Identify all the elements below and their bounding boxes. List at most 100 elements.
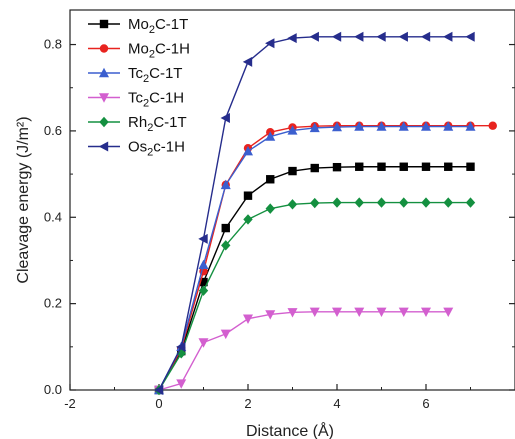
data-point: [443, 307, 454, 318]
data-point: [398, 121, 409, 131]
data-point: [265, 310, 276, 320]
data-point: [243, 214, 253, 225]
series-4: [154, 197, 476, 396]
data-point: [287, 33, 297, 44]
legend-marker: [99, 67, 109, 78]
series-line: [158, 311, 449, 391]
data-point: [265, 38, 275, 49]
data-point: [332, 121, 342, 132]
data-point: [465, 121, 476, 131]
data-point: [198, 259, 209, 269]
data-point: [243, 146, 253, 156]
data-point: [376, 121, 387, 131]
data-point: [265, 203, 275, 214]
axis-ticks: -2 0 2 4 6 0.0 0.2 0.4 0.6 0.8: [44, 37, 515, 411]
legend-label-subscript: 2: [149, 24, 155, 36]
data-point: [198, 233, 208, 244]
data-point: [153, 385, 164, 395]
data-point: [221, 240, 231, 251]
y-axis-title: Cleavage energy (J/m²): [15, 116, 32, 283]
data-point: [309, 122, 320, 133]
data-point: [421, 162, 431, 171]
legend: Mo2C-1TMo2C-1HTc2C-1TTc2C-1HRh2C-1TOs2c-…: [88, 16, 190, 159]
data-point: [465, 197, 476, 208]
legend-label-suffix: c-1H: [153, 139, 185, 156]
legend-label: Tc2C-1T: [128, 65, 182, 85]
legend-item: Rh2C-1T: [88, 114, 187, 134]
legend-label-subscript: 2: [147, 122, 153, 134]
data-point: [221, 223, 230, 233]
data-point: [242, 56, 253, 67]
data-point: [376, 307, 387, 318]
data-point: [399, 197, 409, 208]
data-point: [443, 197, 453, 208]
series-0: [154, 162, 475, 395]
data-point: [354, 197, 364, 208]
legend-label-prefix: Tc: [128, 90, 144, 107]
data-point: [220, 329, 231, 340]
legend-label-subscript: 2: [149, 49, 155, 61]
legend-label-prefix: Mo: [128, 41, 149, 58]
data-point: [176, 379, 187, 389]
data-point: [420, 31, 431, 42]
data-point: [377, 162, 386, 171]
series-2: [154, 121, 476, 395]
data-point: [399, 162, 408, 171]
data-point: [331, 31, 342, 42]
legend-marker: [99, 19, 109, 29]
x-tick-label: -2: [64, 396, 76, 411]
series-layer: [153, 31, 497, 396]
data-point: [354, 307, 365, 318]
data-point: [198, 285, 209, 296]
data-point: [354, 121, 365, 131]
data-point: [243, 191, 253, 200]
data-point: [310, 197, 320, 209]
legend-marker: [99, 116, 109, 128]
legend-marker: [98, 141, 109, 152]
legend-label-subscript: 2: [147, 147, 153, 159]
x-tick-label: 2: [244, 396, 251, 411]
legend-item: Mo2C-1H: [88, 41, 190, 61]
data-point: [266, 175, 275, 184]
x-tick-label: 6: [422, 396, 429, 411]
data-point: [421, 307, 431, 318]
data-point: [376, 31, 386, 42]
data-point: [287, 308, 298, 318]
legend-label: Mo2C-1T: [128, 16, 188, 36]
data-point: [421, 121, 431, 131]
legend-label-subscript: 2: [143, 98, 149, 110]
x-tick-label: 4: [333, 396, 340, 411]
legend-label-suffix: C-1T: [155, 16, 188, 33]
data-point: [243, 314, 253, 324]
y-tick-label: 0.4: [44, 209, 62, 224]
x-tick-label: 0: [155, 396, 162, 411]
data-point: [398, 31, 408, 42]
data-point: [332, 162, 342, 172]
legend-label-suffix: C-1H: [149, 90, 184, 107]
data-point: [443, 31, 453, 42]
legend-marker: [99, 93, 109, 103]
data-point: [488, 121, 497, 130]
legend-label-prefix: Rh: [128, 114, 147, 131]
legend-item: Mo2C-1T: [88, 16, 188, 36]
legend-marker: [99, 44, 109, 53]
data-point: [287, 199, 298, 210]
data-point: [332, 197, 342, 208]
legend-label: Os2c-1H: [128, 139, 185, 159]
legend-label-prefix: Mo: [128, 16, 149, 33]
legend-label: Tc2C-1H: [128, 90, 184, 110]
data-point: [309, 307, 320, 318]
data-point: [220, 179, 231, 190]
data-point: [466, 162, 475, 171]
series-3: [154, 307, 454, 396]
legend-label-prefix: Tc: [128, 65, 144, 82]
data-point: [220, 112, 230, 123]
data-point: [199, 277, 208, 287]
data-point: [332, 307, 342, 318]
x-axis-title: Distance (Å): [246, 421, 334, 439]
data-point: [288, 166, 297, 176]
legend-label: Rh2C-1T: [128, 114, 187, 134]
data-point: [287, 125, 298, 135]
data-point: [176, 341, 186, 352]
